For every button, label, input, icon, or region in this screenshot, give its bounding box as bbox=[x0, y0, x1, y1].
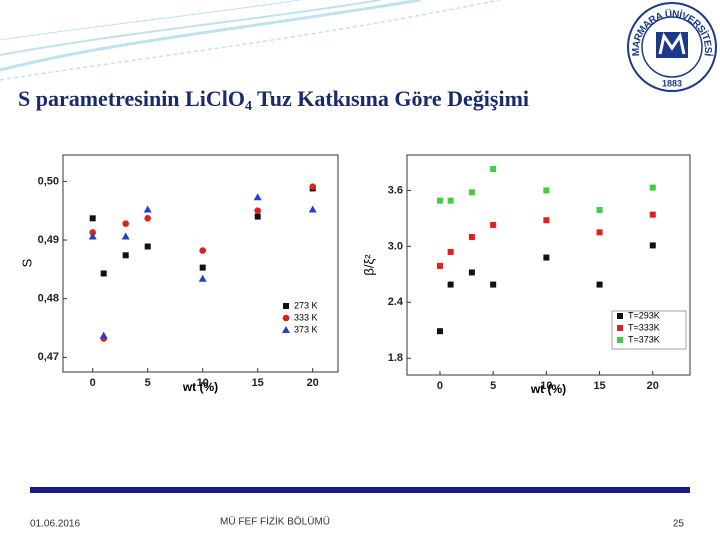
legend-label: T=293K bbox=[628, 310, 660, 320]
point bbox=[490, 221, 497, 228]
y-tick-label: 0,49 bbox=[38, 234, 59, 246]
point bbox=[649, 211, 656, 218]
x-tick-label: 20 bbox=[647, 380, 659, 392]
legend-label: 333 K bbox=[294, 312, 318, 322]
y-axis-label: β/ξ² bbox=[361, 254, 376, 276]
legend-box bbox=[611, 310, 687, 350]
decoration bbox=[0, 0, 501, 81]
y-tick-label: 0,50 bbox=[38, 175, 59, 187]
legend-marker bbox=[617, 325, 623, 331]
point bbox=[88, 232, 97, 240]
point bbox=[543, 217, 550, 224]
x-tick-label: 10 bbox=[197, 377, 209, 389]
point bbox=[447, 248, 454, 255]
y-tick-label: 3.0 bbox=[388, 240, 403, 252]
point bbox=[436, 328, 443, 335]
legend-label: 373 K bbox=[294, 324, 318, 334]
point bbox=[447, 281, 454, 288]
point bbox=[543, 254, 550, 261]
point bbox=[649, 184, 656, 191]
point bbox=[143, 205, 152, 213]
logo-year: 1883 bbox=[662, 78, 682, 88]
footer-date: 01.06.2016 bbox=[30, 519, 80, 530]
y-tick-label: 2.4 bbox=[388, 296, 404, 308]
y-axis-label: S bbox=[19, 258, 34, 267]
title-part: S parametresinin LiClO bbox=[18, 86, 245, 111]
point bbox=[199, 264, 206, 271]
point bbox=[649, 242, 656, 249]
point bbox=[122, 220, 129, 227]
legend-marker bbox=[282, 326, 290, 333]
logo-m bbox=[658, 32, 686, 55]
legend-label: 273 K bbox=[294, 300, 318, 310]
title-part: Tuz Katkısına Göre Değişimi bbox=[252, 86, 529, 111]
x-tick-label: 20 bbox=[307, 377, 319, 389]
point bbox=[308, 205, 317, 213]
legend-marker bbox=[283, 303, 289, 309]
point bbox=[198, 274, 207, 282]
slide-title: S parametresinin LiClO4 Tuz Katkısına Gö… bbox=[18, 86, 529, 114]
plot-frame bbox=[406, 154, 691, 376]
y-tick-label: 0,48 bbox=[38, 293, 59, 305]
x-tick-label: 5 bbox=[145, 377, 151, 389]
logo: MARMARA ÜNİVERSİTESİ 1883 bbox=[627, 2, 717, 92]
point bbox=[436, 262, 443, 269]
title-subscript: 4 bbox=[245, 99, 252, 114]
x-tick-label: 5 bbox=[490, 380, 496, 392]
x-tick-label: 10 bbox=[540, 380, 552, 392]
point bbox=[144, 215, 151, 222]
plot-frame bbox=[62, 154, 339, 373]
point bbox=[490, 281, 497, 288]
wave bbox=[0, 0, 381, 56]
x-tick-label: 0 bbox=[90, 377, 96, 389]
legend-marker bbox=[617, 337, 623, 343]
x-axis-label: wt (%) bbox=[530, 382, 566, 396]
point bbox=[253, 193, 262, 201]
point bbox=[309, 183, 317, 190]
x-tick-label: 15 bbox=[593, 380, 605, 392]
point bbox=[89, 229, 96, 236]
point bbox=[596, 229, 603, 236]
footer-bar bbox=[30, 487, 690, 493]
legend-marker bbox=[617, 313, 623, 319]
point bbox=[254, 213, 261, 220]
x-tick-label: 15 bbox=[252, 377, 264, 389]
point bbox=[122, 252, 129, 259]
point bbox=[543, 187, 550, 194]
wave bbox=[0, 0, 301, 41]
point bbox=[468, 269, 475, 276]
wave bbox=[0, 0, 501, 81]
wave bbox=[0, 0, 421, 72]
x-axis-label: wt (%) bbox=[182, 380, 218, 394]
y-tick-label: 1.8 bbox=[388, 352, 403, 364]
point bbox=[121, 232, 130, 240]
y-tick-label: 3.6 bbox=[388, 184, 403, 196]
point bbox=[89, 215, 96, 222]
point bbox=[199, 247, 206, 254]
point bbox=[447, 197, 454, 204]
point bbox=[490, 165, 497, 172]
point bbox=[596, 281, 603, 288]
legend-label: T=333K bbox=[628, 322, 660, 332]
point bbox=[254, 207, 261, 215]
point bbox=[99, 331, 108, 339]
point bbox=[100, 270, 107, 277]
point bbox=[596, 207, 603, 213]
y-tick-label: 0,47 bbox=[38, 351, 59, 363]
point bbox=[468, 189, 475, 196]
footer-page: 25 bbox=[673, 519, 685, 530]
footer-department: MÜ FEF FİZİK BÖLÜMÜ bbox=[220, 515, 330, 528]
legend-label: T=373K bbox=[628, 334, 660, 344]
point bbox=[436, 197, 443, 204]
x-tick-label: 0 bbox=[437, 380, 443, 392]
point bbox=[468, 234, 475, 241]
point bbox=[144, 243, 151, 250]
legend-marker bbox=[282, 314, 290, 322]
